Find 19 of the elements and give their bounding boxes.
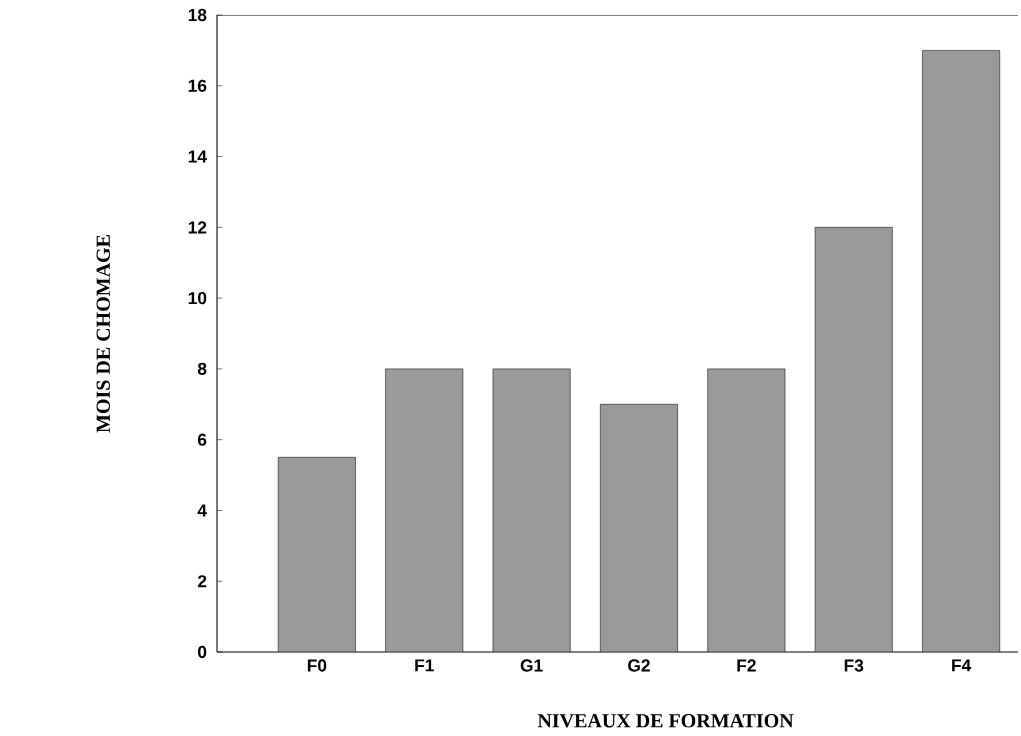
y-tick-label: 4 [197,504,207,517]
x-tick-label: F4 [952,659,972,672]
y-tick-label: 12 [188,221,207,234]
y-axis-title: MOIS DE CHOMAGE [96,235,110,433]
y-tick-label: 2 [197,575,207,588]
x-axis-title: NIVEAUX DE FORMATION [537,714,794,728]
x-tick-label: F1 [415,659,434,672]
x-tick-label: G2 [628,659,650,672]
y-tick-label: 8 [197,362,207,376]
y-tick-label: 0 [198,645,207,659]
x-tick-label: F3 [844,659,864,672]
y-tick-label: 6 [197,433,207,446]
y-tick-label: 14 [188,150,207,163]
x-tick-label: F2 [737,659,756,672]
y-tick-label: 18 [188,8,207,22]
y-tick-label: 10 [188,291,207,305]
x-tick-label: F0 [307,659,327,672]
x-tick-label: G1 [520,659,543,672]
y-tick-label: 16 [188,79,207,92]
